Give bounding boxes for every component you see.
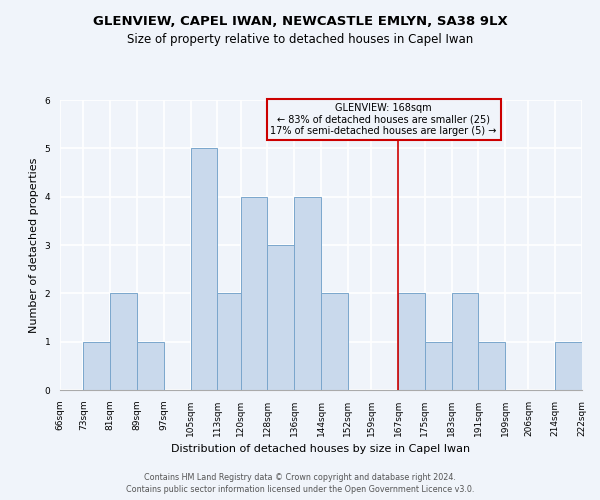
Bar (110, 294, 137, 390)
Bar (425, 342, 452, 390)
X-axis label: Distribution of detached houses by size in Capel Iwan: Distribution of detached houses by size … (172, 444, 470, 454)
Bar (555, 342, 582, 390)
Text: GLENVIEW, CAPEL IWAN, NEWCASTLE EMLYN, SA38 9LX: GLENVIEW, CAPEL IWAN, NEWCASTLE EMLYN, S… (92, 15, 508, 28)
Bar (294, 196, 321, 390)
Bar (241, 196, 268, 390)
Bar (478, 342, 505, 390)
Text: Contains public sector information licensed under the Open Government Licence v3: Contains public sector information licen… (126, 485, 474, 494)
Bar (452, 294, 478, 390)
Bar (137, 342, 164, 390)
Text: Size of property relative to detached houses in Capel Iwan: Size of property relative to detached ho… (127, 32, 473, 46)
Bar (217, 294, 241, 390)
Bar (321, 294, 348, 390)
Bar (268, 245, 294, 390)
Text: Contains HM Land Registry data © Crown copyright and database right 2024.: Contains HM Land Registry data © Crown c… (144, 472, 456, 482)
Bar (398, 294, 425, 390)
Text: GLENVIEW: 168sqm
← 83% of detached houses are smaller (25)
17% of semi-detached : GLENVIEW: 168sqm ← 83% of detached house… (271, 103, 497, 136)
Bar (191, 148, 217, 390)
Bar (83, 342, 110, 390)
Y-axis label: Number of detached properties: Number of detached properties (29, 158, 39, 332)
